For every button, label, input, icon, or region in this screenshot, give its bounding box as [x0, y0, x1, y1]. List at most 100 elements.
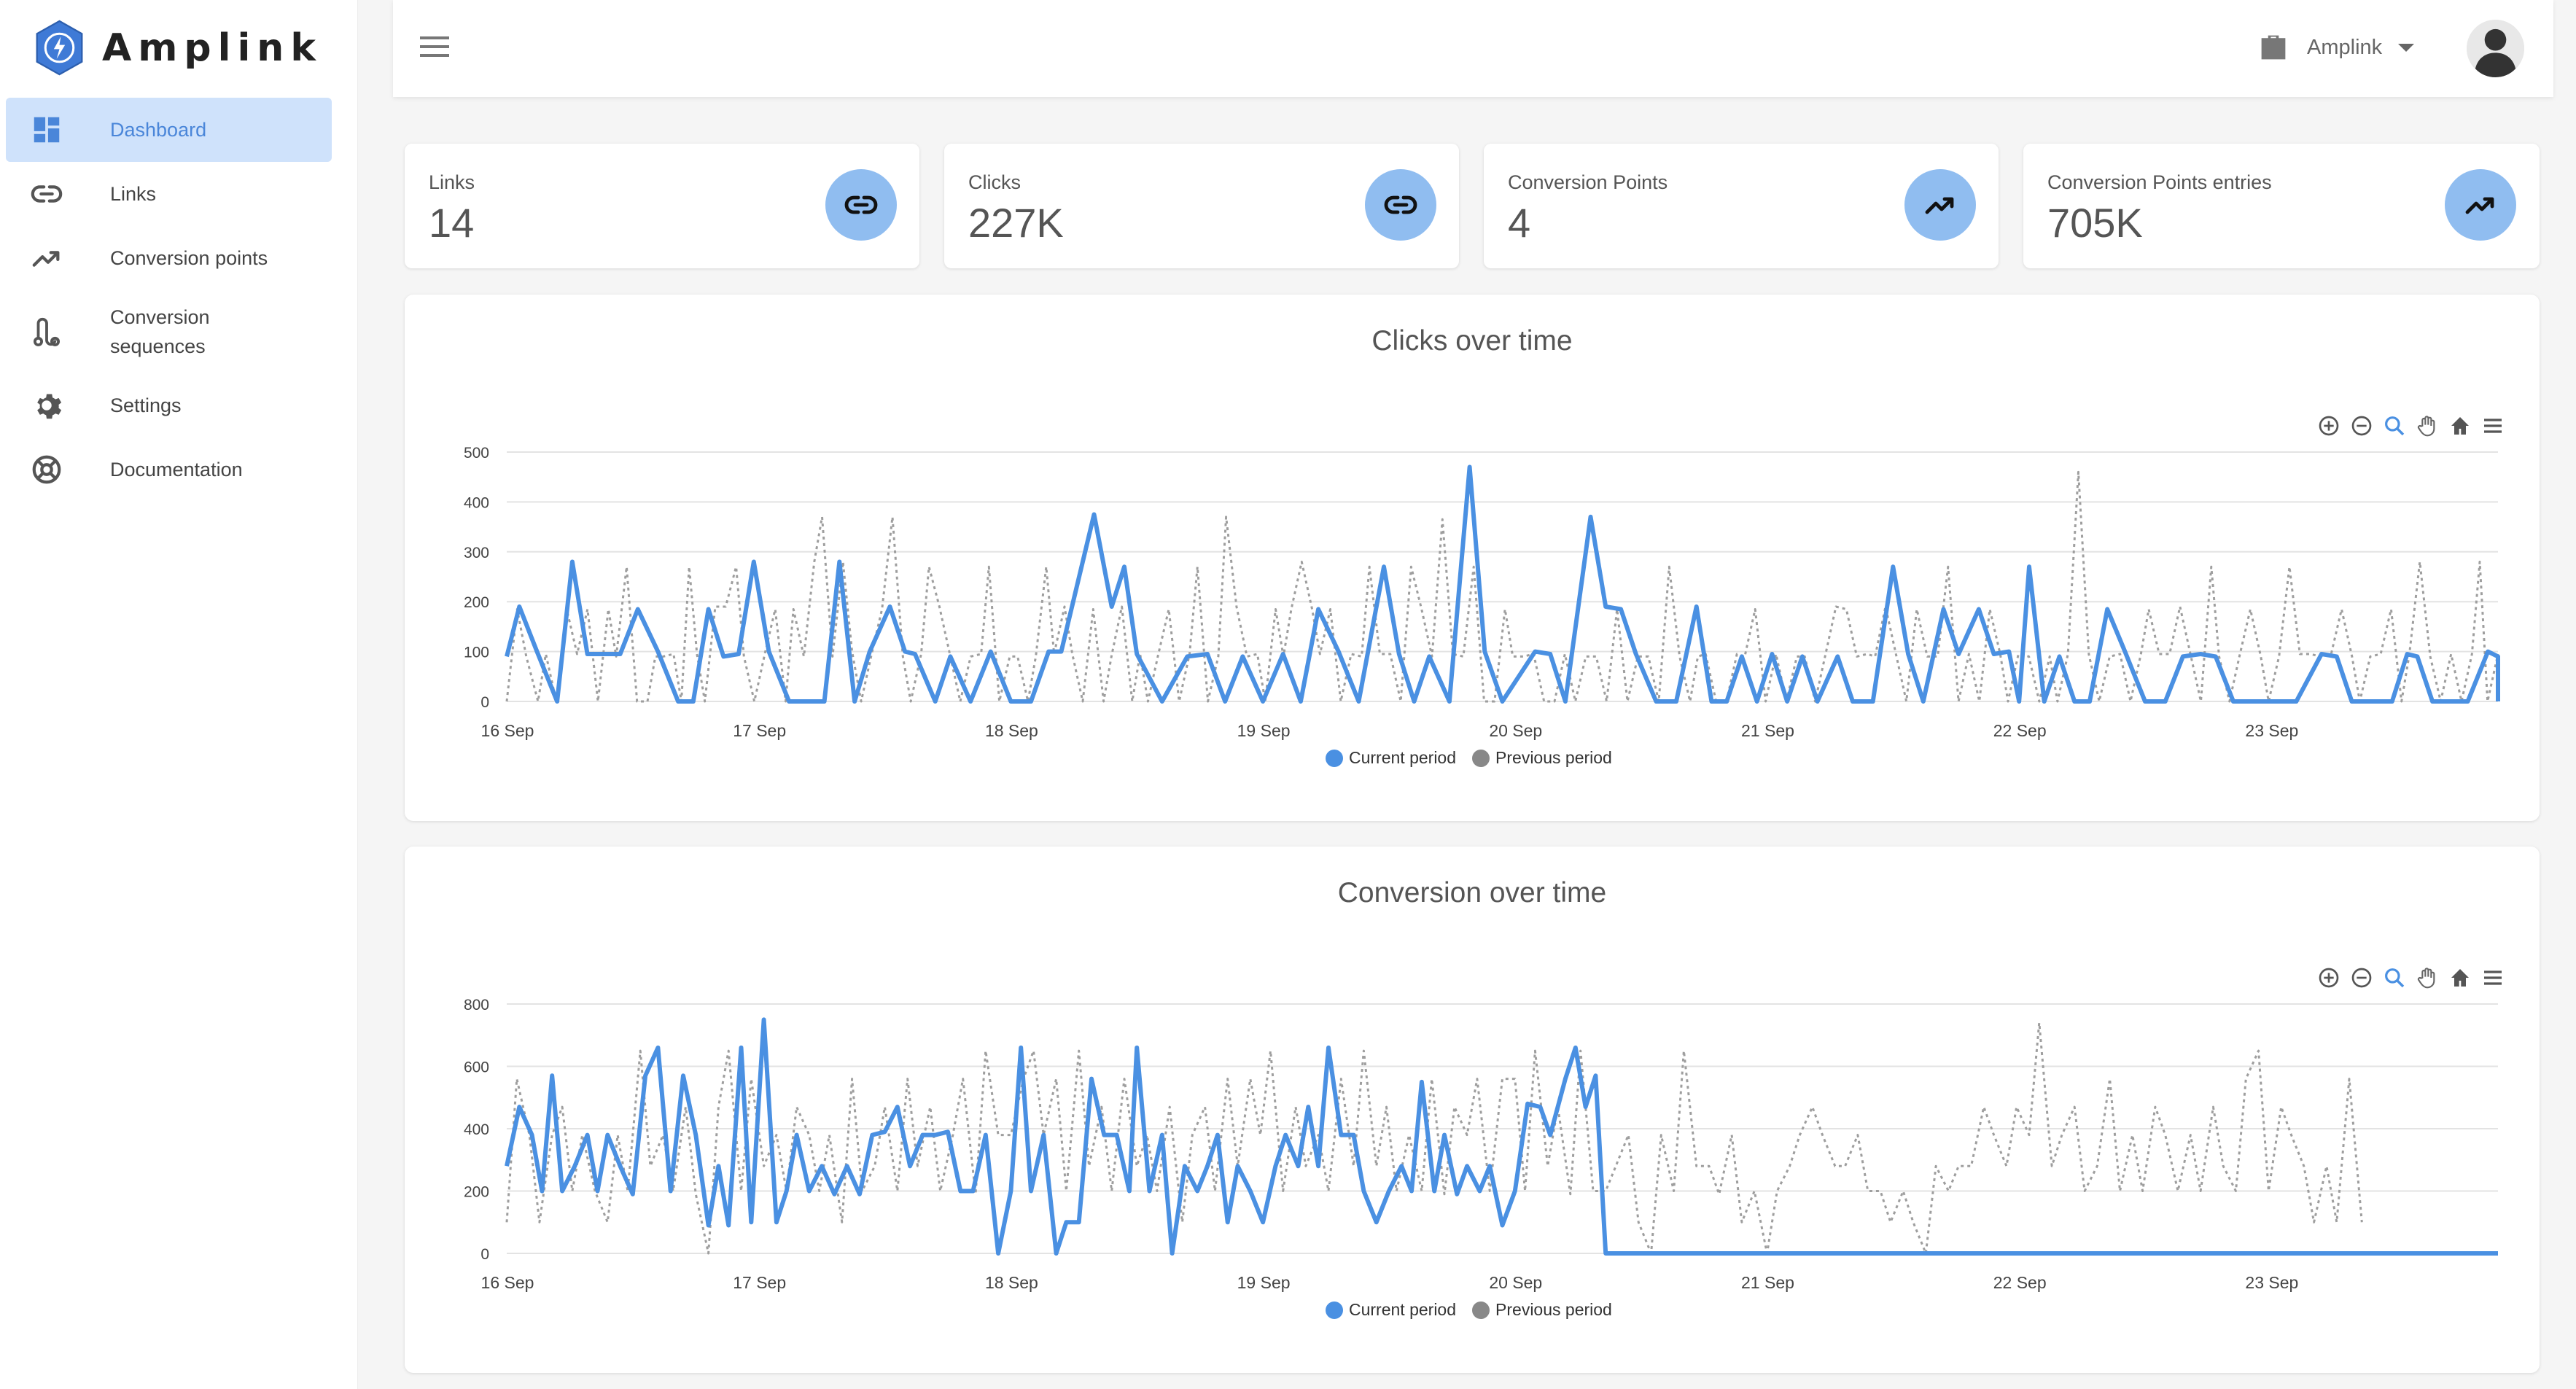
- x-tick-label: 19 Sep: [1237, 1273, 1291, 1292]
- conversion-chart: 0 200 400 600 800 16 Sep 17 Sep 18 Sep 19 Sep 20 …: [464, 997, 2498, 1292]
- menu-icon[interactable]: [2481, 414, 2505, 437]
- stat-card-conversion-points-entries[interactable]: Conversion Points entries 705K: [2023, 144, 2540, 268]
- pan-hand-icon[interactable]: [2416, 966, 2439, 989]
- org-name: Amplink: [2307, 35, 2383, 59]
- legend-item-current[interactable]: Current period: [1326, 1300, 1456, 1320]
- x-tick-label: 23 Sep: [2245, 721, 2298, 740]
- sidebar-item-label: Dashboard: [110, 119, 207, 141]
- y-tick-label: 200: [464, 594, 489, 611]
- sidebar-item-label: Settings: [110, 394, 182, 416]
- route-icon: [33, 317, 61, 346]
- series-line-previous: [505, 470, 2499, 703]
- legend-label: Current period: [1349, 1300, 1457, 1319]
- sidebar-item-label: Documentation: [110, 459, 243, 480]
- sidebar-item-label: Conversion sequences: [110, 306, 210, 357]
- x-tick-label: 20 Sep: [1489, 721, 1542, 740]
- x-tick-label: 16 Sep: [481, 1273, 534, 1292]
- series-line-previous: [505, 1022, 2363, 1255]
- link-icon: [31, 185, 63, 203]
- legend-dot-icon: [1326, 749, 1343, 767]
- topbar: Amplink: [393, 0, 2553, 97]
- x-tick-label: 19 Sep: [1237, 721, 1291, 740]
- stat-label: Conversion Points entries: [2047, 171, 2272, 193]
- link-icon: [1384, 195, 1417, 214]
- x-tick-label: 17 Sep: [733, 721, 786, 740]
- legend-label: Previous period: [1495, 1300, 1612, 1319]
- x-tick-label: 20 Sep: [1489, 1273, 1542, 1292]
- legend-label: Previous period: [1495, 748, 1612, 767]
- chart-toolbar: [2317, 414, 2514, 437]
- magnifier-icon[interactable]: [2383, 414, 2406, 437]
- trending-up-icon: [1925, 197, 1954, 214]
- chart-title: Conversion over time: [1337, 877, 1607, 909]
- org-switcher[interactable]: Amplink: [2257, 33, 2415, 62]
- stat-value: 227K: [968, 200, 1064, 246]
- pan-hand-icon[interactable]: [2416, 414, 2439, 437]
- conversion-chart-panel: Conversion over time 0 200 400 600 800 16 Sep…: [405, 847, 2540, 1373]
- legend-item-previous[interactable]: Previous period: [1472, 748, 1612, 768]
- user-avatar-icon: [2467, 20, 2524, 77]
- y-tick-label: 200: [464, 1184, 489, 1201]
- menu-icon[interactable]: [2481, 966, 2505, 989]
- brand[interactable]: Amplink: [31, 20, 322, 76]
- legend-dot-icon: [1472, 1301, 1490, 1319]
- legend-label: Current period: [1349, 748, 1457, 767]
- y-tick-label: 0: [480, 1246, 489, 1263]
- trending-up-icon: [32, 251, 60, 267]
- briefcase-icon: [2261, 35, 2286, 60]
- sidebar-item-conversion-points[interactable]: Conversion points: [6, 226, 332, 290]
- chart-legend: Current period Previous period: [1326, 1300, 1628, 1320]
- stat-label: Conversion Points: [1508, 171, 1668, 193]
- stat-value: 4: [1508, 200, 1531, 246]
- magnifier-icon[interactable]: [2383, 966, 2406, 989]
- sidebar-item-settings[interactable]: Settings: [6, 373, 332, 437]
- x-tick-label: 21 Sep: [1741, 1273, 1794, 1292]
- y-tick-label: 600: [464, 1059, 489, 1076]
- avatar[interactable]: [2467, 20, 2524, 77]
- stat-badge: [1365, 169, 1436, 241]
- x-tick-label: 16 Sep: [481, 721, 534, 740]
- stat-badge: [1904, 169, 1976, 241]
- trending-up-icon: [2465, 197, 2494, 214]
- y-tick-label: 400: [464, 494, 489, 511]
- clicks-chart-panel: Clicks over time 0 100 200 300 400 500 16 Sep 1…: [405, 295, 2540, 821]
- stat-card-clicks[interactable]: Clicks 227K: [944, 144, 1459, 268]
- zoom-out-icon[interactable]: [2350, 414, 2373, 437]
- sidebar-item-links[interactable]: Links: [6, 162, 332, 226]
- stat-card-links[interactable]: Links 14: [405, 144, 919, 268]
- x-tick-label: 21 Sep: [1741, 721, 1794, 740]
- stat-badge: [825, 169, 897, 241]
- stat-value: 705K: [2047, 200, 2143, 246]
- home-icon[interactable]: [2448, 966, 2472, 989]
- x-tick-label: 18 Sep: [985, 721, 1038, 740]
- stat-card-conversion-points[interactable]: Conversion Points 4: [1484, 144, 1999, 268]
- stat-badge: [2445, 169, 2516, 241]
- x-tick-label: 22 Sep: [1993, 1273, 2047, 1292]
- stat-label: Links: [429, 171, 475, 193]
- y-tick-label: 400: [464, 1121, 489, 1138]
- lifebuoy-icon: [32, 455, 61, 484]
- sidebar-item-dashboard[interactable]: Dashboard: [6, 98, 332, 162]
- clicks-chart: 0 100 200 300 400 500 16 Sep 17 Sep 18 Sep 19 Sep…: [464, 445, 2500, 740]
- sidebar-item-documentation[interactable]: Documentation: [6, 437, 332, 502]
- x-tick-label: 18 Sep: [985, 1273, 1038, 1292]
- y-tick-label: 100: [464, 645, 489, 661]
- sidebar-item-label: Links: [110, 183, 157, 205]
- chart-toolbar: [2317, 966, 2514, 989]
- sidebar-item-conversion-sequences[interactable]: Conversion sequences: [6, 290, 332, 373]
- sidebar-nav: Dashboard Links Conversion points Conver…: [6, 98, 332, 502]
- link-icon: [844, 195, 878, 214]
- gear-icon: [37, 394, 62, 419]
- legend-item-current[interactable]: Current period: [1326, 748, 1456, 768]
- menu-toggle-icon[interactable]: [420, 36, 449, 60]
- sidebar-item-label: Conversion points: [110, 247, 268, 269]
- legend-dot-icon: [1326, 1301, 1343, 1319]
- stat-label: Clicks: [968, 171, 1021, 193]
- chart-legend: Current period Previous period: [1326, 748, 1628, 768]
- zoom-in-icon[interactable]: [2317, 966, 2340, 989]
- zoom-in-icon[interactable]: [2317, 414, 2340, 437]
- zoom-out-icon[interactable]: [2350, 966, 2373, 989]
- home-icon[interactable]: [2448, 414, 2472, 437]
- legend-item-previous[interactable]: Previous period: [1472, 1300, 1612, 1320]
- x-tick-label: 23 Sep: [2245, 1273, 2298, 1292]
